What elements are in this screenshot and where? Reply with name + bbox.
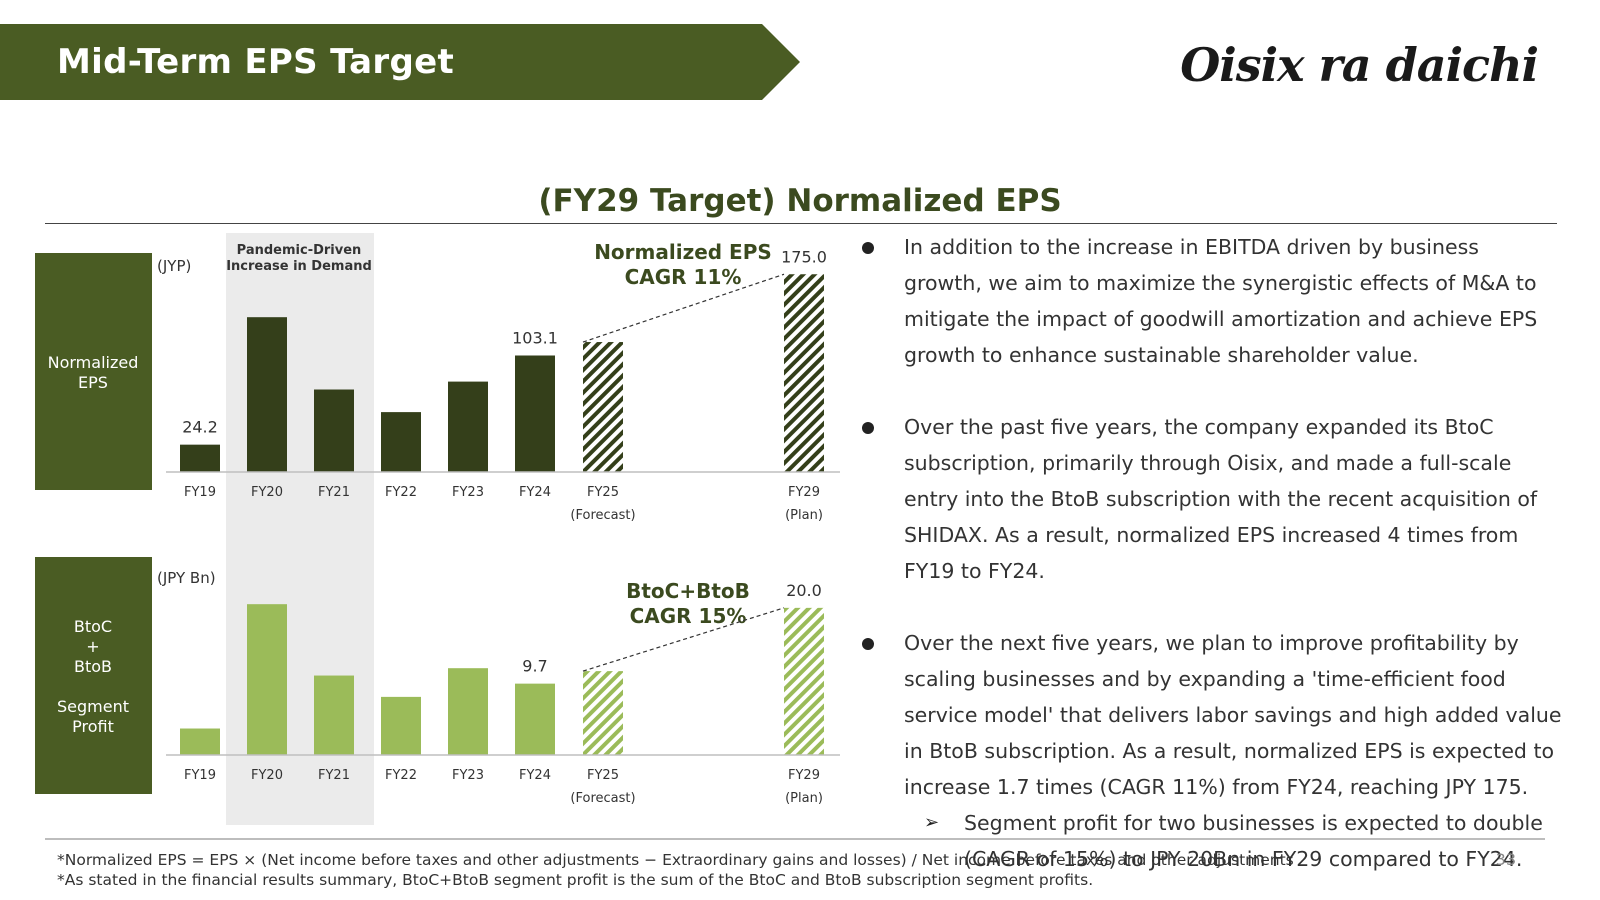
eps-bar-fy21 bbox=[314, 389, 354, 472]
eps-bar-fy20 bbox=[247, 317, 287, 472]
segment-tick-label-fy23: FY23 bbox=[452, 768, 484, 783]
bullet-item: In addition to the increase in EBITDA dr… bbox=[862, 229, 1562, 373]
eps-panel-label-box bbox=[35, 253, 152, 490]
segment-tick-note-fy29: (Plan) bbox=[785, 791, 823, 806]
eps-bar-fy23 bbox=[448, 381, 488, 472]
page-number: 33 bbox=[1495, 850, 1516, 869]
eps-data-label-fy29: 175.0 bbox=[781, 247, 827, 266]
segment-unit-label: (JPY Bn) bbox=[157, 569, 216, 587]
highlight-label-line1: Pandemic-Driven bbox=[237, 243, 362, 258]
eps-cagr-annotation-line1: Normalized EPS bbox=[594, 240, 772, 264]
segment-tick-label-fy20: FY20 bbox=[251, 768, 283, 783]
eps-bar-fy19 bbox=[180, 444, 220, 472]
segment-tick-label-fy21: FY21 bbox=[318, 768, 350, 783]
segment-panel-label-line3: Segment bbox=[57, 697, 129, 716]
eps-unit-label: (JYP) bbox=[157, 257, 191, 275]
bullet-text: Over the past five years, the company ex… bbox=[904, 415, 1538, 583]
footnotes: *Normalized EPS = EPS × (Net income befo… bbox=[57, 850, 1294, 890]
segment-data-label-fy24: 9.7 bbox=[522, 657, 547, 676]
eps-tick-label-fy22: FY22 bbox=[385, 485, 417, 500]
bullet-text: Over the next five years, we plan to imp… bbox=[904, 631, 1562, 799]
eps-bar-fy25 bbox=[583, 342, 623, 472]
segment-tick-label-fy24: FY24 bbox=[519, 768, 551, 783]
eps-cagr-annotation-line2: CAGR 11% bbox=[625, 265, 742, 289]
eps-bar-chart: FY19 24.2 FY20 FY21 FY22 FY23 FY24 103.1 FY25 (Fo… bbox=[166, 247, 840, 523]
header-banner bbox=[0, 24, 800, 100]
arrow-bullet-icon: ➢ bbox=[924, 812, 940, 833]
segment-bar-fy22 bbox=[381, 696, 421, 755]
segment-bar-fy29 bbox=[784, 607, 824, 755]
eps-data-label-fy24: 103.1 bbox=[512, 328, 558, 347]
footnote: *Normalized EPS = EPS × (Net income befo… bbox=[57, 851, 1294, 869]
bullet-dot-icon bbox=[862, 242, 874, 254]
segment-bar-fy25 bbox=[583, 671, 623, 755]
eps-tick-label-fy21: FY21 bbox=[318, 485, 350, 500]
eps-data-label-fy19: 24.2 bbox=[182, 418, 218, 437]
bullet-dot-icon bbox=[862, 638, 874, 650]
eps-tick-label-fy29: FY29 bbox=[788, 485, 820, 500]
segment-bar-chart: FY19 FY20 FY21 FY22 FY23 FY24 9.7 FY25 (Forecast… bbox=[166, 581, 840, 806]
bullet-item: Over the next five years, we plan to imp… bbox=[862, 625, 1562, 805]
footer-divider bbox=[45, 838, 1545, 840]
sub-bullet-item: ➢ Segment profit for two businesses is e… bbox=[862, 805, 1562, 877]
segment-data-label-fy29: 20.0 bbox=[786, 581, 822, 600]
segment-cagr-annotation-line1: BtoC+BtoB bbox=[626, 579, 750, 603]
segment-tick-label-fy29: FY29 bbox=[788, 768, 820, 783]
sub-bullet-text: Segment profit for two businesses is exp… bbox=[964, 811, 1543, 871]
segment-tick-note-fy25: (Forecast) bbox=[570, 791, 635, 806]
segment-cagr-annotation-line2: CAGR 15% bbox=[630, 604, 747, 628]
segment-tick-label-fy19: FY19 bbox=[184, 768, 216, 783]
eps-bar-fy29 bbox=[784, 274, 824, 472]
eps-panel-label-line2: EPS bbox=[78, 373, 108, 392]
eps-tick-label-fy20: FY20 bbox=[251, 485, 283, 500]
eps-tick-label-fy23: FY23 bbox=[452, 485, 484, 500]
segment-bar-fy21 bbox=[314, 675, 354, 755]
eps-tick-label-fy25: FY25 bbox=[587, 485, 619, 500]
page-title: Mid-Term EPS Target bbox=[57, 42, 455, 82]
eps-tick-label-fy19: FY19 bbox=[184, 485, 216, 500]
section-title: (FY29 Target) Normalized EPS bbox=[538, 183, 1062, 219]
bullet-list: In addition to the increase in EBITDA dr… bbox=[862, 229, 1562, 877]
eps-tick-note-fy29: (Plan) bbox=[785, 508, 823, 523]
segment-tick-label-fy22: FY22 bbox=[385, 768, 417, 783]
segment-tick-label-fy25: FY25 bbox=[587, 768, 619, 783]
eps-bar-fy22 bbox=[381, 412, 421, 472]
bullet-item: Over the past five years, the company ex… bbox=[862, 409, 1562, 589]
bullet-dot-icon bbox=[862, 422, 874, 434]
segment-panel-label-line2: BtoB bbox=[74, 657, 112, 676]
segment-panel-label-line1: BtoC bbox=[74, 617, 112, 636]
segment-panel-label-box bbox=[35, 557, 152, 794]
eps-bar-fy24 bbox=[515, 355, 555, 472]
segment-panel-label-line4: Profit bbox=[72, 717, 114, 736]
segment-panel-label-plus: + bbox=[86, 637, 99, 656]
highlight-label-line2: Increase in Demand bbox=[226, 259, 372, 274]
eps-tick-note-fy25: (Forecast) bbox=[570, 508, 635, 523]
segment-bar-fy24 bbox=[515, 683, 555, 755]
company-logo: Oisix ra daichi bbox=[1180, 38, 1539, 92]
eps-panel-label-line1: Normalized bbox=[48, 353, 139, 372]
charts-area: Pandemic-Driven Increase in Demand Norma… bbox=[35, 233, 840, 825]
bullet-text: In addition to the increase in EBITDA dr… bbox=[904, 235, 1538, 367]
title-divider bbox=[45, 223, 1557, 224]
segment-cagr-trend-line bbox=[582, 607, 785, 672]
segment-bar-fy20 bbox=[247, 604, 287, 755]
footnote: *As stated in the financial results summ… bbox=[57, 871, 1094, 889]
eps-cagr-trend-line bbox=[582, 273, 785, 343]
segment-bar-fy19 bbox=[180, 728, 220, 755]
segment-bar-fy23 bbox=[448, 668, 488, 755]
eps-tick-label-fy24: FY24 bbox=[519, 485, 551, 500]
